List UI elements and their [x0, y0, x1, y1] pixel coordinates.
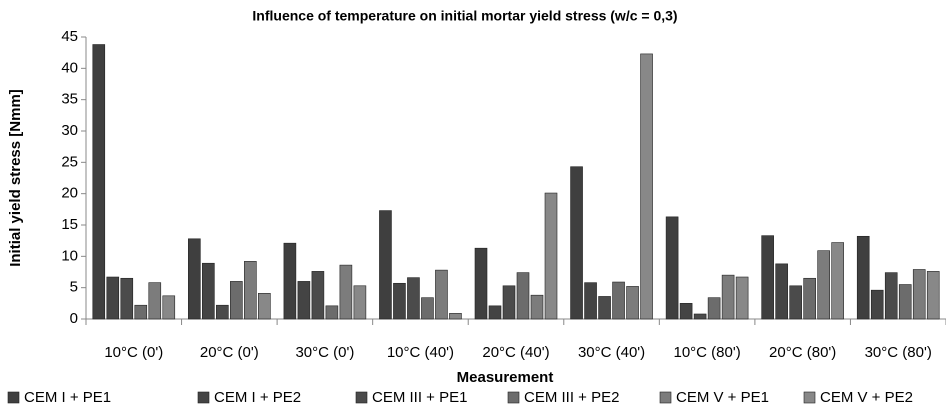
legend-swatch	[659, 391, 672, 404]
legend-label: CEM III + PE1	[372, 389, 467, 406]
bar	[761, 235, 774, 320]
x-tick-label: 30°C (80')	[865, 344, 932, 361]
legend-label: CEM V + PE1	[676, 389, 769, 406]
bar	[598, 296, 611, 320]
legend-label: CEM V + PE2	[820, 389, 913, 406]
legend-swatch	[355, 391, 368, 404]
bar	[134, 304, 148, 320]
x-tick-label: 20°C (40')	[482, 344, 549, 361]
bar	[258, 293, 271, 320]
bar	[162, 295, 176, 320]
x-tick-label: 10°C (0')	[104, 344, 163, 361]
bar	[665, 216, 679, 320]
bar	[435, 269, 448, 320]
legend-swatch	[7, 391, 20, 404]
bar	[353, 285, 367, 320]
bar	[817, 250, 830, 320]
x-tick-label: 10°C (80')	[673, 344, 740, 361]
bar	[216, 304, 229, 320]
bar	[488, 305, 502, 320]
bar	[244, 261, 257, 320]
x-axis-title: Measurement	[457, 369, 554, 386]
bar	[311, 271, 325, 320]
bar	[789, 285, 802, 320]
bar	[325, 305, 339, 320]
bar	[693, 313, 707, 320]
bar	[803, 277, 816, 320]
bar	[106, 276, 120, 320]
bar	[612, 281, 625, 320]
y-tick-label: 20	[61, 185, 78, 202]
y-tick-label: 15	[61, 216, 78, 233]
bar	[626, 286, 639, 320]
bar	[297, 281, 311, 320]
x-tick-label: 30°C (40')	[578, 344, 645, 361]
x-tick-label: 20°C (0')	[200, 344, 259, 361]
y-tick-label: 35	[61, 91, 78, 108]
bar	[474, 247, 488, 320]
x-tick-label: 10°C (40')	[387, 344, 454, 361]
y-tick-label: 30	[61, 122, 78, 139]
y-tick-label: 0	[70, 310, 78, 327]
y-tick-label: 40	[61, 59, 78, 76]
bar	[502, 285, 516, 320]
bar	[707, 297, 721, 320]
x-tick-label: 20°C (80')	[769, 344, 836, 361]
bar	[148, 282, 162, 320]
y-tick-label: 45	[61, 28, 78, 45]
y-tick-label: 10	[61, 247, 78, 264]
bar	[912, 269, 926, 320]
bar	[640, 53, 653, 320]
legend-label: CEM I + PE1	[24, 389, 111, 406]
bar	[721, 274, 735, 320]
bar	[831, 242, 844, 320]
y-tick-label: 25	[61, 153, 78, 170]
bar	[775, 263, 788, 320]
bar	[856, 235, 870, 320]
bar	[516, 272, 530, 320]
legend-swatch	[197, 391, 210, 404]
bar	[679, 303, 693, 320]
bar	[898, 284, 912, 320]
x-tick-label: 30°C (0')	[295, 344, 354, 361]
legend-swatch	[507, 391, 520, 404]
legend-label: CEM I + PE2	[214, 389, 301, 406]
bar	[530, 294, 544, 320]
legend-label: CEM III + PE2	[524, 389, 619, 406]
bar	[449, 313, 462, 320]
bar	[570, 166, 583, 320]
chart-title: Influence of temperature on initial mort…	[252, 8, 677, 24]
y-axis-title: Initial yield stress [Nmm]	[7, 89, 24, 267]
bar	[926, 271, 940, 320]
bar	[421, 297, 434, 320]
bar	[544, 192, 558, 320]
bar	[379, 210, 392, 320]
bar	[230, 281, 243, 320]
bar	[735, 276, 749, 320]
bar	[283, 242, 297, 320]
bar	[584, 282, 597, 320]
bar	[120, 277, 134, 320]
bar	[188, 238, 201, 320]
bar	[92, 44, 106, 320]
bar	[202, 262, 215, 320]
bar	[407, 277, 420, 320]
y-tick-label: 5	[70, 279, 78, 296]
bar	[884, 272, 898, 320]
bar	[393, 282, 406, 320]
bar	[870, 289, 884, 320]
bar	[339, 264, 353, 320]
legend-swatch	[803, 391, 816, 404]
